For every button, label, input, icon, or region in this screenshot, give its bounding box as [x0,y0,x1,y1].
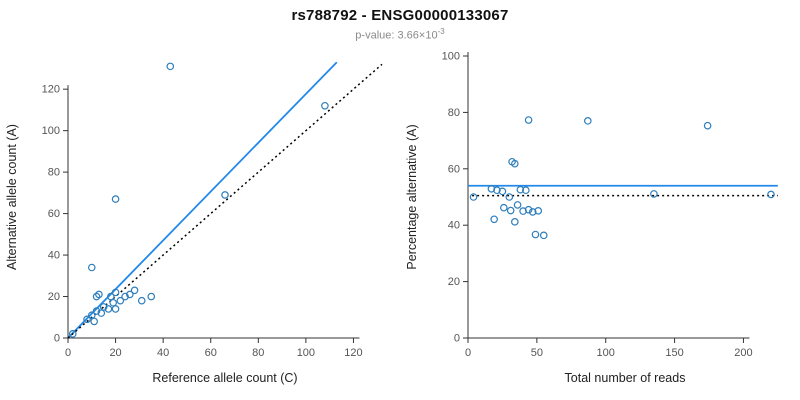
x-tick-label: 150 [665,347,683,359]
y-tick-label: 40 [48,249,60,261]
x-tick-label: 100 [297,347,315,359]
pvalue-subtitle: p-value: 3.66×10-3 [0,27,800,42]
pvalue-exponent: -3 [437,27,445,36]
y-tick-label: 120 [42,83,60,95]
data-point [92,292,101,300]
data-point [130,286,139,294]
x-axis-label: Total number of reads [565,371,686,385]
data-point [511,217,519,226]
data-point [221,190,229,199]
data-point [121,292,129,300]
data-point [703,121,712,130]
data-point [469,192,478,201]
y-tick-label: 60 [448,163,460,175]
data-point [534,206,543,215]
x-tick-label: 60 [205,347,217,359]
data-point [111,304,120,313]
data-point [506,206,515,214]
x-tick-label: 0 [465,347,471,359]
data-point [584,116,592,125]
x-tick-label: 100 [597,347,615,359]
data-point [498,187,507,195]
data-point [524,205,533,214]
data-point [111,288,120,296]
axes [63,84,360,343]
data-point [767,190,775,198]
data-point [524,115,533,124]
data-point [539,231,548,239]
x-axis-label: Reference allele count (C) [152,371,297,385]
data-point [321,101,329,110]
x-tick-label: 50 [531,347,543,359]
data-point [531,230,540,238]
plots-row: 0 20 40 60 80 100 120 0 20 40 60 80 100 120 Reference … [0,42,800,394]
data-point [104,304,113,313]
data-point [508,157,516,166]
data-point [92,306,101,315]
data-point [516,185,525,194]
data-point [500,203,508,212]
identity-line [67,63,383,339]
data-point [487,184,496,193]
data-point [97,308,106,317]
right-plot: 0 50 100 150 200 0 20 40 60 80 100 Total number of … [405,50,778,385]
x-tick-label: 200 [734,347,752,359]
left-plot: 0 20 40 60 80 100 120 0 20 40 60 80 100 120 Reference … [5,61,383,385]
data-point [522,186,530,194]
y-tick-label: 100 [442,50,460,62]
data-point [513,200,522,209]
x-tick-label: 120 [344,347,362,359]
pvalue-prefix: p-value: [355,29,398,42]
data-point [87,263,96,271]
data-point [111,194,120,203]
y-axis-label: Alternative allele count (A) [5,124,19,270]
regression-line [67,61,338,339]
y-tick-label: 60 [48,208,60,220]
data-point [519,206,527,215]
x-tick-label: 80 [252,347,264,359]
y-tick-label: 0 [54,332,60,344]
axes [463,51,750,343]
data-point [505,192,514,201]
data-point [528,207,537,216]
y-tick-label: 80 [448,107,460,119]
data-points [68,62,329,338]
x-tick-label: 0 [65,347,71,359]
pvalue-mantissa: 3.66×10 [397,29,438,42]
data-point [126,290,134,298]
y-tick-label: 0 [454,332,460,344]
data-points [469,115,775,239]
figure-title: rs788792 - ENSG00000133067 [291,7,509,24]
data-point [95,290,103,298]
y-tick-label: 40 [448,219,460,231]
data-point [490,215,498,223]
data-point [109,298,117,307]
y-tick-label: 20 [448,276,460,288]
data-point [650,189,658,198]
tick-labels: 0 50 100 150 200 0 20 40 60 80 100 [442,50,753,359]
data-point [68,329,77,338]
tick-labels: 0 20 40 60 80 100 120 0 20 40 60 80 100 120 [42,83,363,358]
data-point [99,302,108,311]
data-point [493,186,501,194]
data-point [90,317,98,325]
data-point [87,311,96,319]
figure-header: rs788792 - ENSG00000133067 p-value: 3.66… [0,0,800,42]
y-axis-label: Percentage alternative (A) [405,124,419,269]
data-point [83,315,91,323]
x-tick-label: 20 [109,347,121,359]
data-point [107,292,115,300]
x-tick-label: 40 [157,347,169,359]
y-tick-label: 20 [48,291,60,303]
y-tick-label: 100 [42,125,60,137]
data-point [116,296,125,305]
data-point [147,292,156,300]
y-tick-label: 80 [48,166,60,178]
data-point [166,62,175,70]
data-point [137,296,146,305]
